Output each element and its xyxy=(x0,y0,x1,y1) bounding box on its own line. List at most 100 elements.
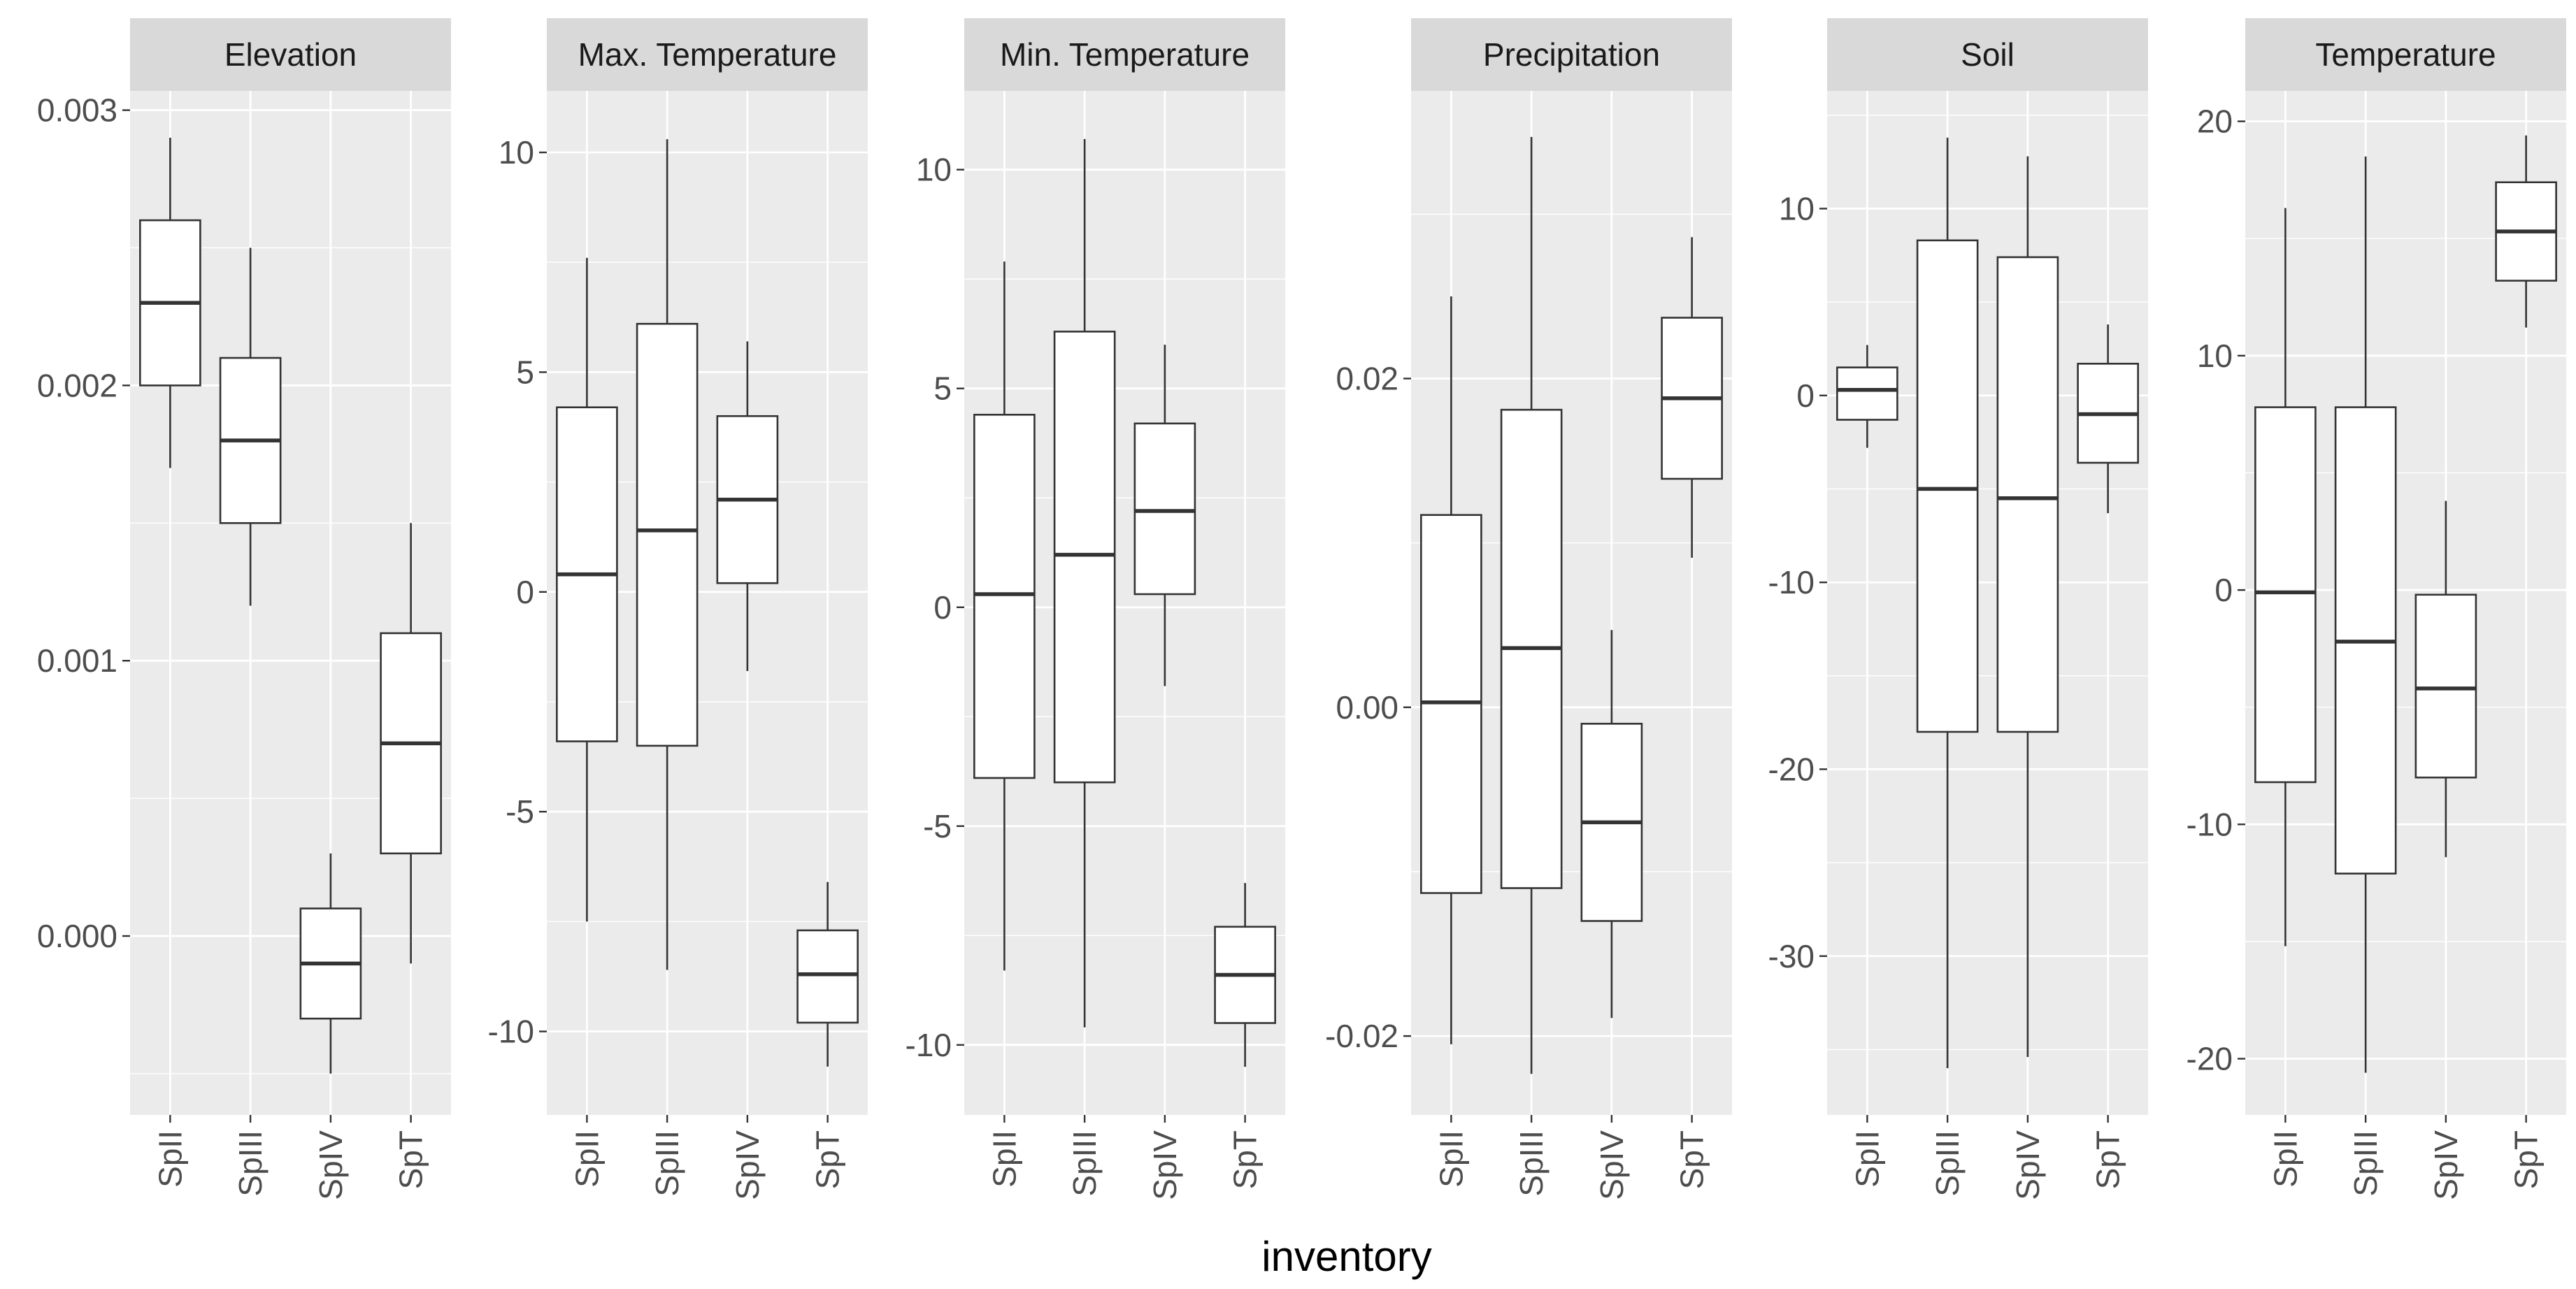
panel-soil: Soil -30 -20 -10 0 10 SpII SpIII SpIV SpT xyxy=(1768,18,2148,1200)
panel-precipitation: Precipitation -0.02 0.00 0.02 SpII SpIII SpIV S… xyxy=(1325,18,1732,1200)
facet-strip xyxy=(547,18,868,91)
box-spii xyxy=(1836,345,1898,448)
x-tick-label: SpII xyxy=(986,1130,1022,1188)
y-tick-label: 0 xyxy=(2214,572,2233,608)
y-tick-label: 0.00 xyxy=(1336,689,1398,726)
y-tick-label: 0.002 xyxy=(37,367,117,403)
x-tick-label: SpIII xyxy=(232,1130,269,1197)
iqr-box xyxy=(796,929,859,1024)
box-spt xyxy=(796,881,859,1067)
y-tick-label: 5 xyxy=(516,354,534,390)
y-tick-label: 10 xyxy=(1779,190,1815,226)
x-tick-label: SpIII xyxy=(1513,1130,1550,1197)
y-tick-label: -10 xyxy=(2187,806,2233,842)
box-spiii xyxy=(1053,138,1116,1028)
facet-strip-label: Precipitation xyxy=(1483,36,1660,73)
iqr-box xyxy=(1133,422,1196,596)
x-tick-label: SpT xyxy=(1674,1130,1710,1189)
y-tick-label: 20 xyxy=(2197,103,2233,140)
box-spii xyxy=(2254,208,2317,946)
y-tick-label: -10 xyxy=(906,1027,952,1063)
y-tick-label: -10 xyxy=(488,1014,534,1050)
y-tick-label: 10 xyxy=(916,152,952,188)
x-tick-label: SpII xyxy=(1433,1130,1469,1188)
box-spiv xyxy=(2414,501,2477,858)
iqr-box xyxy=(1836,366,1898,421)
y-tick-label: 0.003 xyxy=(37,92,117,129)
x-tick-label: SpIV xyxy=(313,1130,349,1200)
x-tick-label: SpII xyxy=(2267,1130,2303,1188)
box-spiv xyxy=(716,341,779,671)
facet-strip xyxy=(2245,18,2566,91)
y-tick-label: 0.02 xyxy=(1336,361,1398,397)
y-tick-label: -10 xyxy=(1768,564,1815,600)
iqr-box xyxy=(1996,256,2059,733)
facet-strip-label: Temperature xyxy=(2315,36,2496,73)
x-tick-label: SpIV xyxy=(1147,1130,1183,1200)
y-tick-label: -0.02 xyxy=(1325,1018,1398,1054)
x-tick-label: SpIII xyxy=(649,1130,685,1197)
y-tick-label: 0 xyxy=(1796,377,1815,414)
box-spiv xyxy=(1996,156,2059,1058)
x-tick-label: SpT xyxy=(810,1130,846,1189)
facet-strip xyxy=(1827,18,2148,91)
panel-background xyxy=(1827,91,2148,1115)
x-tick-label: SpIV xyxy=(729,1130,766,1200)
y-tick-label: 0 xyxy=(516,574,534,610)
panel-min-temperature: Min. Temperature -10 -5 0 5 10 SpII SpIII SpIV Sp… xyxy=(906,18,1285,1200)
box-spiii xyxy=(636,139,699,970)
y-tick-label: -5 xyxy=(923,808,952,844)
x-tick-label: SpT xyxy=(393,1130,429,1189)
facet-strip xyxy=(964,18,1285,91)
box-spiv xyxy=(1133,345,1196,686)
y-tick-label: -20 xyxy=(1768,751,1815,787)
facet-strip-label: Soil xyxy=(1961,36,2015,73)
box-spiii xyxy=(1916,137,1979,1069)
x-tick-label: SpII xyxy=(1849,1130,1885,1188)
facet-strip xyxy=(1411,18,1732,91)
x-axis-title: inventory xyxy=(1261,1233,1431,1280)
box-spt xyxy=(1214,883,1276,1067)
x-tick-label: SpT xyxy=(2090,1130,2126,1189)
box-spt xyxy=(1661,237,1723,558)
y-tick-label: 0.001 xyxy=(37,642,117,679)
box-spiv xyxy=(1580,630,1643,1018)
x-tick-label: SpIV xyxy=(1594,1130,1630,1200)
x-tick-label: SpT xyxy=(2508,1130,2545,1189)
box-spiii xyxy=(1500,136,1563,1074)
y-tick-label: 0.000 xyxy=(37,918,117,954)
y-tick-label: 10 xyxy=(499,134,534,171)
box-spii xyxy=(1420,296,1482,1044)
facet-strip-label: Elevation xyxy=(224,36,357,73)
iqr-box xyxy=(1916,239,1979,733)
box-spt xyxy=(2077,324,2139,514)
y-tick-label: -30 xyxy=(1768,938,1815,974)
x-tick-label: SpT xyxy=(1227,1130,1264,1189)
box-spt xyxy=(380,523,442,964)
facet-strip xyxy=(130,18,451,91)
iqr-box xyxy=(973,413,1036,779)
iqr-box xyxy=(2254,406,2317,784)
facet-strip-label: Max. Temperature xyxy=(578,36,837,73)
panel-elevation: Elevation 0.000 0.001 0.002 0.003 SpII SpIII Sp… xyxy=(37,18,451,1200)
iqr-box xyxy=(1053,331,1116,784)
box-spii xyxy=(973,261,1036,971)
panel-temperature: Temperature -20 -10 0 10 20 SpII SpIII SpIV SpT xyxy=(2187,18,2566,1200)
y-tick-label: -5 xyxy=(506,793,534,830)
box-spt xyxy=(2495,135,2557,328)
x-tick-label: SpII xyxy=(568,1130,605,1188)
x-tick-label: SpIII xyxy=(2347,1130,2384,1197)
y-tick-label: 10 xyxy=(2197,338,2233,374)
box-spiv xyxy=(299,853,362,1074)
y-tick-label: 0 xyxy=(933,589,952,626)
y-tick-label: 5 xyxy=(933,370,952,407)
y-tick-label: -20 xyxy=(2187,1041,2233,1077)
facet-strip-label: Min. Temperature xyxy=(1000,36,1250,73)
iqr-box xyxy=(636,322,699,747)
panel-max-temperature: Max. Temperature -10 -5 0 5 10 SpII SpIII SpIV Sp… xyxy=(488,18,868,1200)
x-tick-label: SpIII xyxy=(1929,1130,1966,1197)
box-spii xyxy=(556,257,618,922)
x-tick-label: SpIII xyxy=(1066,1130,1103,1197)
